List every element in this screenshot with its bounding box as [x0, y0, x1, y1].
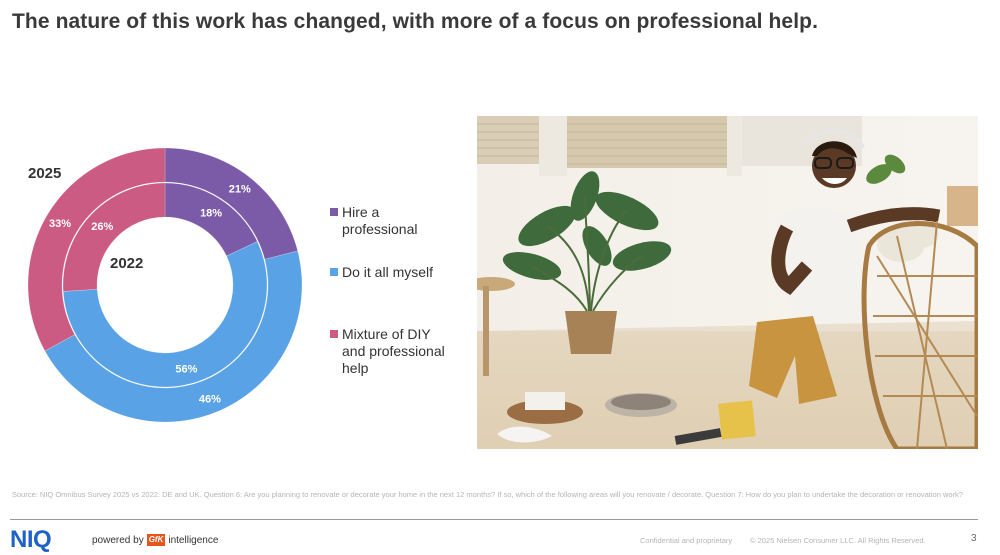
legend-swatch-mixture [330, 330, 338, 338]
window-blinds [477, 116, 862, 176]
side-table [477, 277, 515, 376]
powered-by: powered by GfK intelligence [92, 534, 218, 546]
confidential-note: Confidential and proprietary [640, 536, 733, 545]
copyright-note: © 2025 Nielsen Consumer LLC. All Rights … [750, 536, 926, 545]
data-label-2022-do-it-myself: 56% [175, 363, 197, 375]
arc-2022-do-it-myself [62, 241, 268, 388]
data-label-2025-hire-professional: 21% [229, 184, 251, 196]
powered-by-text: powered by [92, 534, 144, 546]
legend-label: Hire a professional [342, 204, 418, 237]
legend-label: Do it all myself [342, 264, 434, 280]
page-title: The nature of this work has changed, wit… [12, 10, 819, 33]
arc-2025-mixture [27, 147, 166, 352]
footer-divider [10, 519, 978, 520]
niq-logo: NIQ [10, 526, 52, 553]
arc-2022-mixture [62, 182, 166, 292]
source-note: Source: NIQ Omnibus Survey 2025 vs 2022.… [12, 490, 963, 499]
gfk-logo: GfK [146, 534, 166, 546]
legend-label: Mixture of DIY and professional help [342, 326, 445, 376]
person-illustration [749, 129, 941, 404]
donut-arcs [27, 147, 303, 423]
hero-photo [477, 116, 978, 449]
legend-swatch-hire-professional [330, 208, 338, 216]
legend-swatch-do-it-myself [330, 268, 338, 276]
data-label-2022-mixture: 26% [91, 221, 113, 233]
arc-2025-hire-professional [164, 147, 299, 260]
legend-item-do-it-myself: Do it all myself [330, 264, 470, 281]
page-number: 3 [971, 533, 977, 544]
potted-plant [502, 171, 672, 354]
floor-items [497, 392, 756, 445]
donut-labels: 21% 46% 33% 18% 56% 26% [49, 184, 251, 406]
photo-illustration [477, 116, 978, 449]
intelligence-text: intelligence [168, 534, 219, 546]
donut-chart: 21% 46% 33% 18% 56% 26% 2025 2022 [27, 147, 303, 423]
series-label-2025: 2025 [28, 165, 61, 182]
rattan-chair [861, 220, 978, 449]
series-label-2022: 2022 [110, 255, 143, 272]
data-label-2025-do-it-myself: 46% [199, 393, 221, 405]
legend-item-hire-professional: Hire a professional [330, 204, 470, 238]
arc-2025-do-it-myself [44, 250, 303, 423]
data-label-2025-mixture: 33% [49, 218, 71, 230]
plant-right [866, 154, 978, 226]
legend-item-mixture: Mixture of DIY and professional help [330, 326, 470, 377]
data-label-2022-hire-professional: 18% [200, 207, 222, 219]
